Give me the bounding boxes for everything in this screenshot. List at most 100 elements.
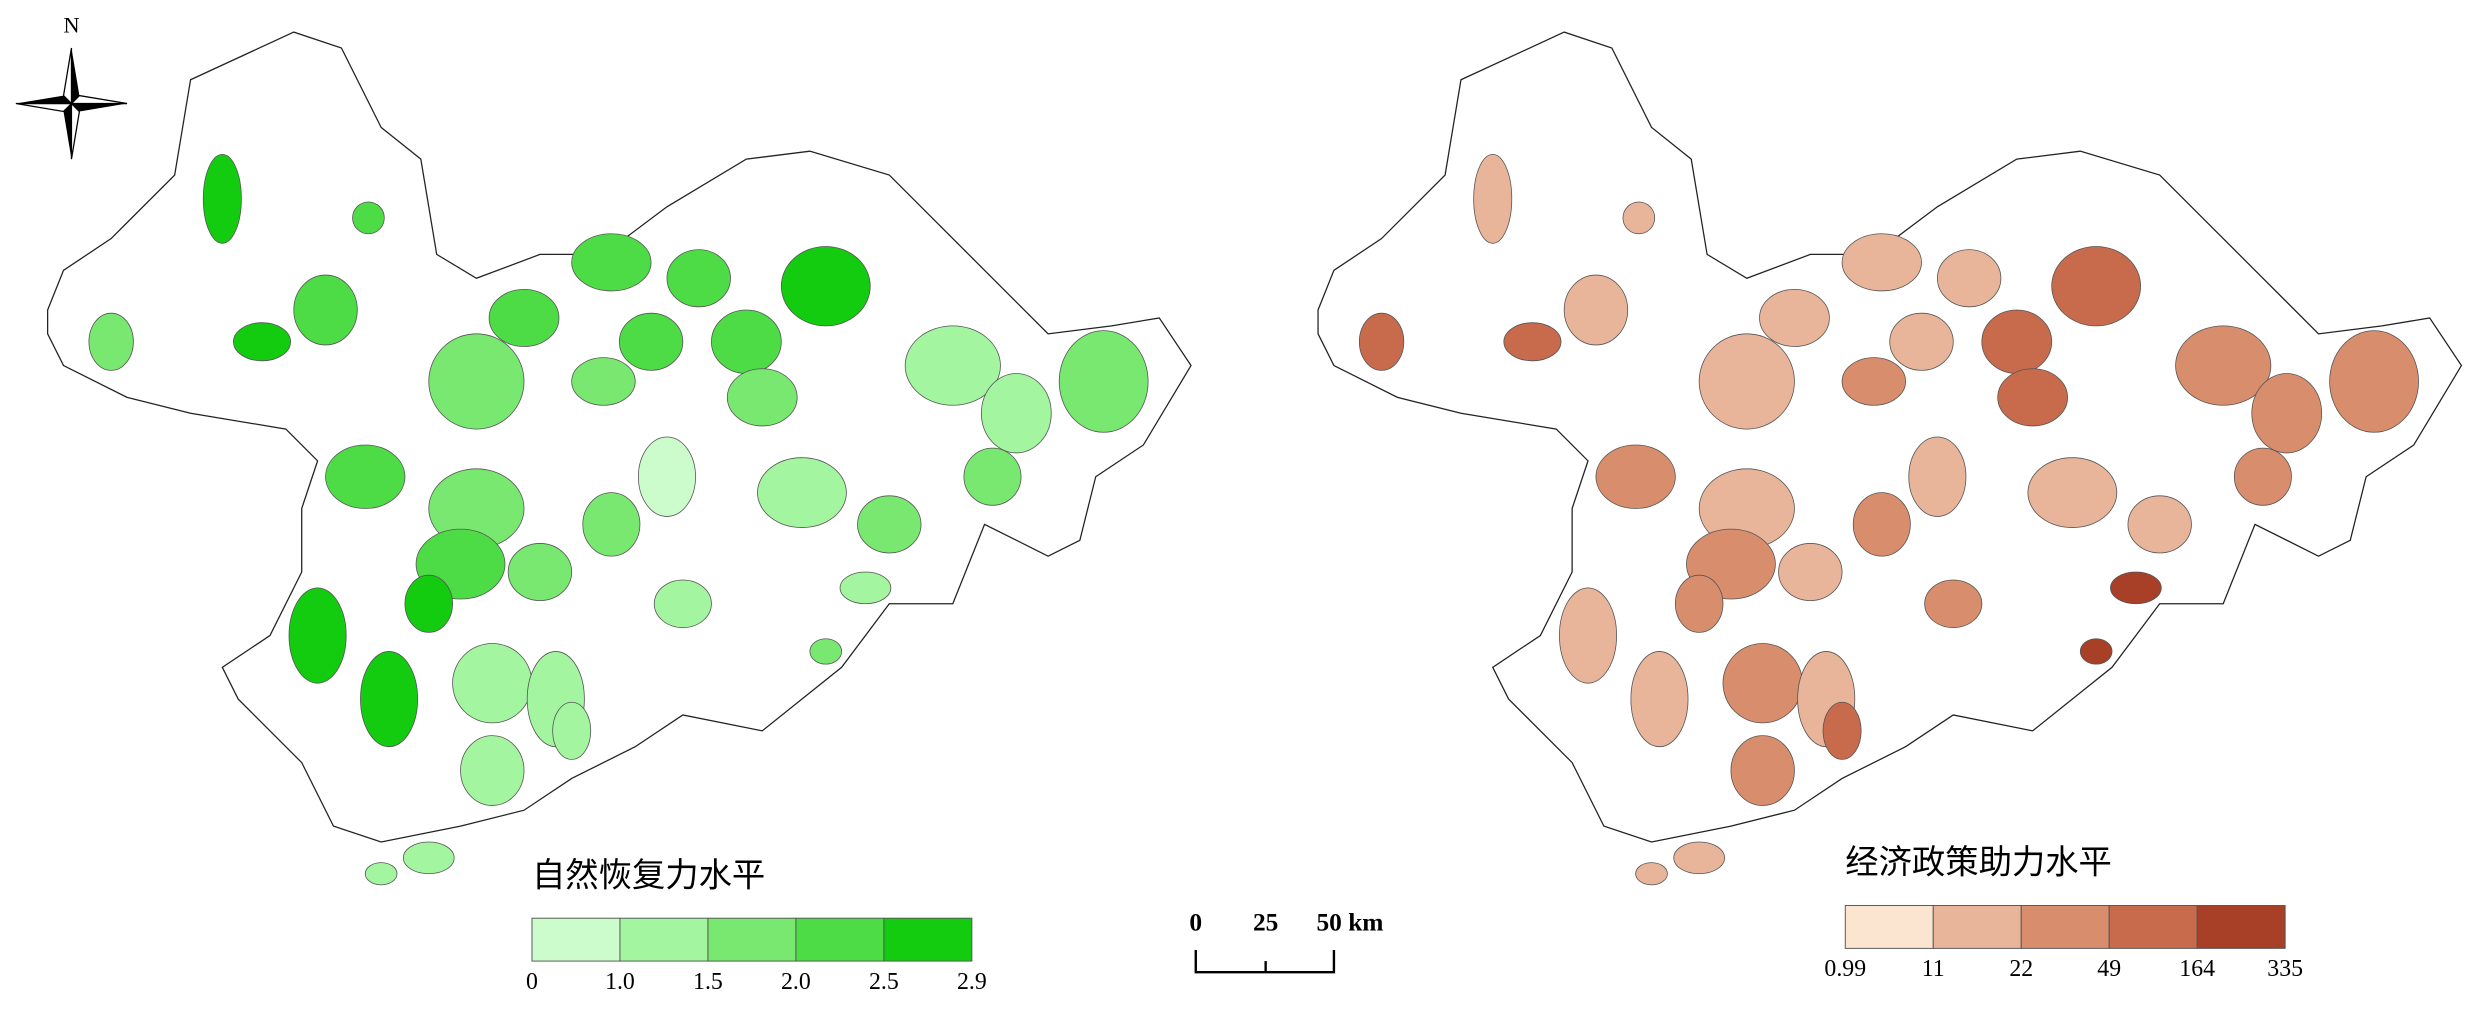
- district: [2027, 457, 2118, 528]
- legend-title: 自然恢复力水平: [532, 855, 765, 894]
- district: [2329, 330, 2419, 433]
- district: [2175, 325, 2272, 406]
- district: [352, 201, 385, 235]
- district: [1852, 492, 1911, 557]
- district: [1058, 330, 1149, 433]
- district: [360, 651, 419, 748]
- district: [653, 579, 712, 628]
- district: [1673, 841, 1725, 875]
- legend-swatch: [619, 917, 709, 962]
- legend-swatch: [531, 917, 621, 962]
- district: [571, 233, 652, 292]
- district: [1759, 288, 1830, 347]
- district: [1822, 701, 1862, 760]
- district: [571, 357, 636, 406]
- district: [839, 571, 892, 605]
- district: [552, 701, 592, 760]
- legend-swatch: [1844, 905, 1934, 949]
- legend-label: 1.5: [693, 969, 723, 995]
- district: [1841, 357, 1907, 406]
- district: [1908, 436, 1967, 517]
- district: [1563, 274, 1629, 346]
- district: [1595, 444, 1676, 509]
- legend-swatch: [1932, 905, 2022, 949]
- district: [726, 368, 798, 427]
- district: [2127, 495, 2192, 554]
- district: [507, 543, 573, 602]
- legend-label: 2.0: [781, 969, 811, 995]
- district: [1559, 587, 1617, 684]
- district: [780, 246, 871, 327]
- district: [666, 249, 731, 308]
- legend-label: 49: [2097, 956, 2121, 982]
- district: [293, 274, 358, 346]
- district: [1698, 333, 1795, 430]
- district: [233, 322, 292, 362]
- district: [364, 862, 398, 886]
- legend-label: 2.5: [869, 969, 899, 995]
- district: [1981, 309, 2053, 374]
- scale-bar: 0 25 50 km: [1189, 908, 1383, 974]
- legend-swatch: [2108, 905, 2198, 949]
- district: [452, 643, 533, 724]
- legend-swatch: [795, 917, 885, 962]
- legend-label: 335: [2267, 956, 2303, 982]
- district: [1358, 312, 1405, 371]
- district: [1630, 651, 1689, 748]
- district: [1473, 153, 1513, 244]
- district: [325, 444, 406, 509]
- district: [2051, 246, 2142, 327]
- district: [1635, 862, 1668, 886]
- district: [809, 638, 843, 665]
- district: [1622, 201, 1656, 235]
- district: [2079, 638, 2113, 665]
- district: [711, 309, 782, 374]
- map-left: [46, 31, 1192, 886]
- district: [460, 735, 525, 806]
- legend-swatch: [2196, 905, 2286, 949]
- district: [2233, 447, 2292, 506]
- district: [904, 325, 1001, 406]
- district: [582, 492, 641, 557]
- legend-label: 2.9: [957, 969, 987, 995]
- district: [1722, 643, 1803, 724]
- district: [404, 574, 453, 633]
- district: [1841, 233, 1922, 292]
- district: [288, 587, 347, 684]
- legend-swatch: [2020, 905, 2110, 949]
- district: [1936, 249, 2002, 308]
- district: [428, 333, 525, 430]
- north-arrow: N: [15, 12, 128, 160]
- legend-label: 11: [1922, 956, 1945, 982]
- scale-label: 50 km: [1316, 908, 1383, 936]
- legend-label: 1.0: [605, 969, 635, 995]
- district: [1889, 312, 1954, 371]
- district: [618, 312, 684, 371]
- district: [2251, 373, 2323, 454]
- district: [637, 436, 696, 517]
- district: [2110, 571, 2162, 605]
- legend-label: 0.99: [1824, 956, 1866, 982]
- district: [1778, 543, 1843, 602]
- district: [88, 312, 134, 371]
- district: [1674, 574, 1724, 633]
- north-label: N: [63, 12, 79, 37]
- district: [980, 373, 1052, 454]
- legend-label: 22: [2009, 956, 2033, 982]
- legend-label: 164: [2179, 956, 2215, 982]
- legend-label: 0: [526, 969, 538, 995]
- scale-label: 25: [1253, 908, 1278, 936]
- scale-label: 0: [1189, 908, 1202, 936]
- legend-swatch: [883, 917, 973, 962]
- district: [202, 153, 242, 244]
- district: [1924, 579, 1983, 628]
- legend-title: 经济政策助力水平: [1845, 843, 2112, 882]
- district: [857, 495, 922, 554]
- district: [1503, 322, 1562, 362]
- district: [1997, 368, 2068, 427]
- district: [963, 447, 1022, 506]
- district: [488, 288, 560, 347]
- district: [1730, 735, 1795, 806]
